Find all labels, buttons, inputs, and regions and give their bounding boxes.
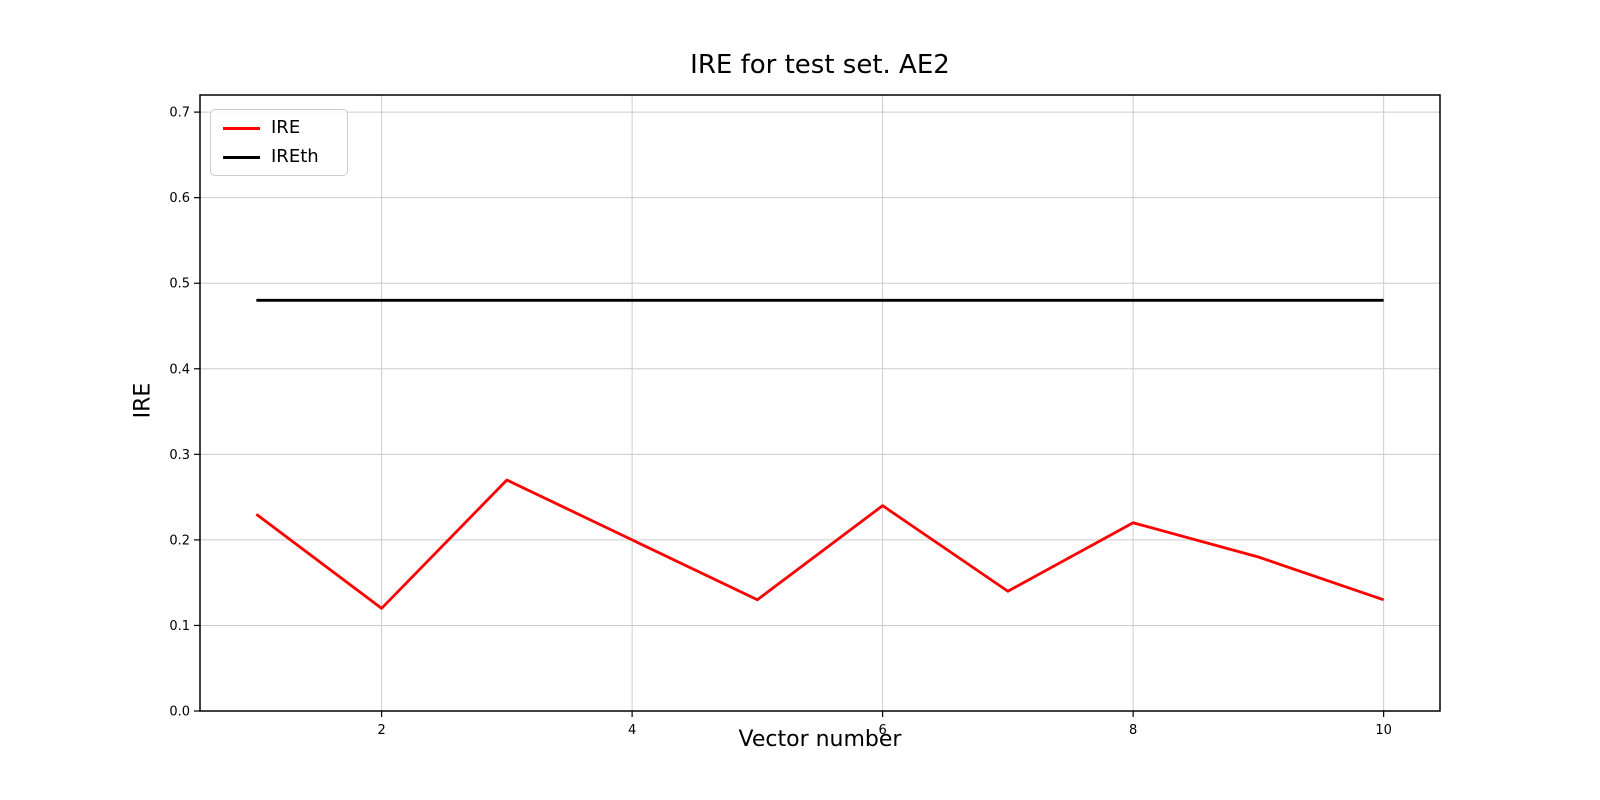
series-line-IRE	[255, 478, 1385, 610]
plot-border	[199, 94, 1441, 712]
y-tick-label: 0.0	[169, 705, 190, 720]
legend-row: IRE	[223, 119, 335, 137]
y-tick-label: 0.3	[169, 448, 190, 463]
legend-line-sample	[223, 155, 260, 159]
x-tick-label: 6	[878, 723, 886, 738]
x-tick-label: 10	[1375, 723, 1392, 738]
y-tick-label: 0.4	[169, 362, 190, 377]
x-axis-label: Vector number	[738, 727, 902, 752]
legend-label: IRE	[271, 117, 301, 138]
legend: IRE IREth	[210, 109, 348, 176]
y-tick-label: 0.6	[169, 191, 190, 206]
y-tick-label: 0.1	[169, 619, 190, 634]
y-tick-label: 0.7	[169, 106, 190, 121]
y-tick-label: 0.2	[169, 533, 190, 548]
legend-label: IREth	[271, 146, 319, 167]
legend-row: IREth	[223, 148, 335, 166]
chart-title: IRE for test set. AE2	[690, 50, 950, 80]
y-tick-label: 0.5	[169, 277, 190, 292]
legend-line-sample	[223, 126, 260, 130]
x-tick-label: 4	[628, 723, 636, 738]
x-tick-label: 8	[1129, 723, 1137, 738]
x-tick-label: 2	[377, 723, 385, 738]
